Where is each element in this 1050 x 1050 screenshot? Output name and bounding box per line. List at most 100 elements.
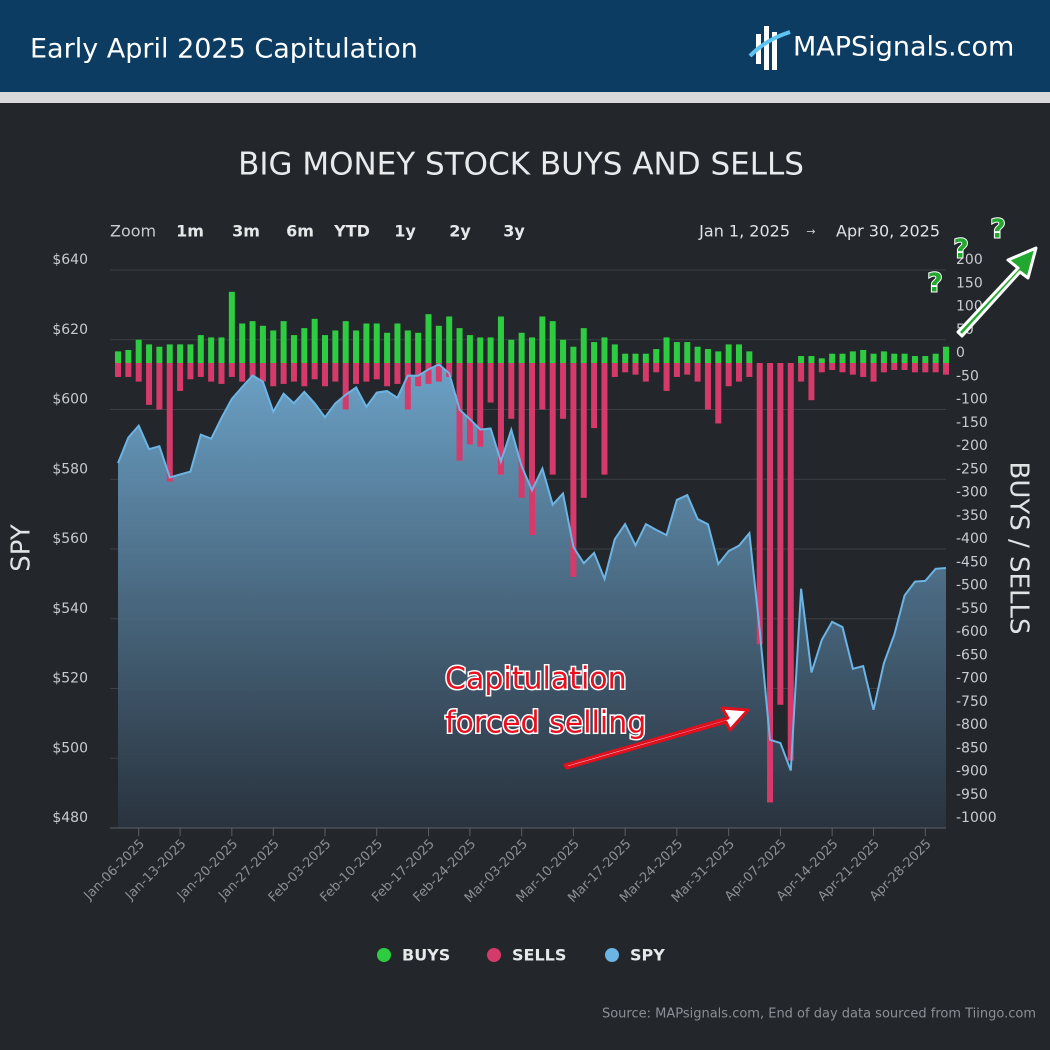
bar	[425, 363, 432, 384]
bar	[911, 363, 918, 373]
bar	[435, 363, 442, 382]
bar	[622, 353, 629, 363]
bar	[829, 353, 836, 363]
bar	[425, 314, 432, 363]
y-axis-title: SPY	[7, 524, 37, 572]
bar	[270, 363, 277, 387]
bar	[839, 363, 846, 373]
bar	[166, 363, 173, 482]
y-tick-label: $540	[52, 601, 88, 617]
zoom-button[interactable]: 1y	[394, 222, 416, 241]
legend-swatch	[377, 948, 391, 962]
bar	[798, 363, 805, 382]
bar	[922, 363, 929, 373]
bar	[808, 356, 815, 363]
annotation-arrow	[563, 706, 750, 770]
bar	[632, 363, 639, 375]
bar	[549, 321, 556, 363]
bar	[715, 363, 722, 424]
bar	[580, 363, 587, 498]
bar	[808, 363, 815, 401]
bar	[777, 363, 784, 705]
bar	[911, 356, 918, 363]
range-from[interactable]: Jan 1, 2025	[698, 222, 790, 241]
bar	[529, 363, 535, 536]
zoom-button[interactable]: 6m	[286, 222, 314, 241]
y2-tick-label: -750	[956, 694, 988, 710]
bar	[249, 321, 256, 363]
bar	[487, 337, 494, 363]
bar	[829, 363, 836, 370]
y-tick-label: $520	[52, 671, 88, 687]
green-arrow	[956, 246, 1038, 338]
legend-swatch	[605, 948, 619, 962]
bar	[270, 330, 277, 363]
bar	[818, 363, 825, 373]
bar	[311, 363, 318, 380]
y2-tick-label: -150	[956, 415, 988, 431]
bar	[373, 323, 380, 363]
y-tick-label: $580	[52, 461, 88, 477]
y2-tick-label: -250	[956, 461, 988, 477]
bar	[280, 363, 287, 384]
y2-tick-label: -100	[956, 392, 988, 408]
bar	[177, 344, 184, 363]
bar	[446, 363, 453, 377]
zoom-button[interactable]: 2y	[449, 222, 471, 241]
bar	[684, 363, 691, 375]
bar	[228, 363, 235, 377]
question-mark: ?	[990, 215, 1005, 245]
range-to[interactable]: Apr 30, 2025	[836, 222, 940, 241]
bar	[591, 342, 598, 363]
bar	[736, 363, 742, 382]
zoom-button[interactable]: 1m	[176, 222, 204, 241]
bar	[177, 363, 184, 391]
y-tick-label: $620	[52, 322, 88, 338]
bar	[228, 291, 235, 363]
logo-icon	[748, 26, 791, 70]
bar	[466, 363, 473, 445]
bar	[146, 344, 153, 363]
y2-tick-label: 150	[956, 275, 983, 291]
y2-tick-label: -500	[956, 578, 988, 594]
bar	[870, 363, 877, 382]
bar	[384, 363, 391, 387]
bar	[560, 339, 567, 363]
bar	[880, 351, 887, 363]
bar	[322, 363, 328, 387]
bar	[849, 363, 856, 375]
legend-swatch	[487, 948, 501, 962]
zoom-button[interactable]: 3m	[232, 222, 260, 241]
bar	[187, 363, 194, 380]
annotation-text: forced selling	[445, 706, 646, 741]
bar	[394, 363, 401, 384]
bar	[622, 363, 629, 373]
bar	[746, 363, 753, 377]
bar	[663, 337, 670, 363]
bar	[560, 363, 567, 419]
y2-tick-label: -600	[956, 624, 988, 640]
y2-tick-label: -350	[956, 508, 988, 524]
bar	[363, 363, 370, 382]
bar	[456, 363, 463, 461]
bar	[394, 323, 401, 363]
bar	[932, 363, 939, 373]
zoom-button[interactable]: 3y	[503, 222, 525, 241]
bar	[249, 363, 256, 377]
bar	[456, 328, 463, 363]
bar	[332, 363, 339, 382]
bar	[342, 321, 349, 363]
bar	[922, 356, 929, 363]
zoom-button[interactable]: YTD	[333, 222, 370, 241]
bar	[353, 330, 360, 363]
y2-tick-label: 200	[956, 252, 983, 268]
bar	[156, 363, 163, 410]
bar	[704, 363, 711, 410]
bar	[653, 363, 660, 373]
bar	[943, 346, 949, 363]
bar	[756, 363, 763, 645]
bar	[446, 316, 453, 363]
y2-tick-label: -850	[956, 740, 988, 756]
annotation: Capitulation forced selling	[444, 660, 750, 770]
